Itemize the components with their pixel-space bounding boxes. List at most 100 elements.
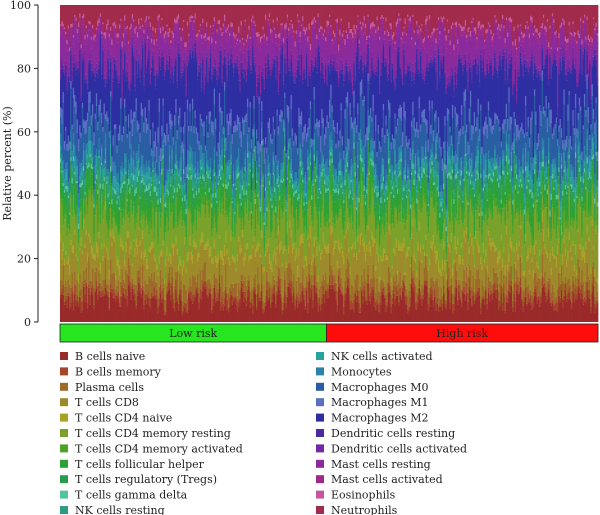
bar-segment bbox=[341, 186, 344, 193]
bar-segment bbox=[299, 41, 302, 72]
bar-segment bbox=[209, 247, 212, 256]
bar-segment bbox=[202, 283, 204, 292]
bar-segment bbox=[307, 85, 309, 87]
bar-segment bbox=[225, 184, 227, 189]
bar-segment bbox=[75, 253, 78, 257]
bar-segment bbox=[165, 34, 167, 41]
bar-segment bbox=[213, 104, 216, 148]
bar-segment bbox=[168, 123, 171, 146]
bar-segment bbox=[76, 32, 79, 39]
bar-segment bbox=[314, 163, 317, 168]
bar-segment bbox=[170, 114, 172, 129]
bar-segment bbox=[322, 185, 325, 195]
bar-segment bbox=[113, 292, 116, 299]
bar-segment bbox=[299, 166, 302, 184]
bar-segment bbox=[102, 169, 104, 177]
bar-segment bbox=[84, 134, 86, 173]
bar-segment bbox=[209, 283, 212, 289]
bar-segment bbox=[126, 231, 129, 239]
bar-segment bbox=[193, 57, 195, 62]
bar-segment bbox=[70, 24, 72, 28]
bar-segment bbox=[266, 44, 268, 67]
bar-segment bbox=[230, 164, 232, 176]
bar-segment bbox=[276, 161, 279, 167]
bar-segment bbox=[249, 102, 252, 108]
bar-segment bbox=[86, 181, 89, 206]
bar-segment bbox=[159, 218, 162, 228]
bar-segment bbox=[175, 23, 177, 28]
bar-segment bbox=[222, 264, 225, 292]
bar-segment bbox=[332, 60, 335, 65]
bar-segment bbox=[170, 128, 172, 172]
bar-segment bbox=[98, 60, 101, 65]
bar-segment bbox=[95, 5, 98, 28]
bar-segment bbox=[134, 33, 136, 45]
bar-segment bbox=[103, 196, 106, 206]
bar-segment bbox=[325, 227, 327, 247]
bar-segment bbox=[67, 33, 70, 67]
bar-segment bbox=[193, 20, 195, 23]
bar-segment bbox=[268, 66, 271, 70]
bar-segment bbox=[316, 175, 318, 178]
bar-segment bbox=[108, 209, 111, 221]
bar-segment bbox=[240, 25, 243, 35]
bar-segment bbox=[247, 169, 249, 192]
bar-segment bbox=[230, 154, 232, 159]
bar-segment bbox=[273, 179, 276, 188]
bar-segment bbox=[75, 285, 78, 300]
bar-segment bbox=[238, 195, 240, 205]
bar-segment bbox=[345, 97, 348, 103]
bar-segment bbox=[145, 16, 148, 21]
bar-segment bbox=[74, 145, 76, 159]
bar-segment bbox=[308, 172, 311, 178]
bar-segment bbox=[349, 294, 352, 302]
bar-segment bbox=[254, 210, 257, 230]
bar-segment bbox=[255, 306, 258, 310]
bar-segment bbox=[280, 23, 282, 26]
bar-segment bbox=[340, 158, 343, 172]
bar-segment bbox=[171, 125, 174, 146]
bar-segment bbox=[240, 131, 243, 147]
bar-segment bbox=[245, 214, 248, 245]
bar-segment bbox=[81, 310, 84, 322]
bar-segment bbox=[266, 243, 268, 253]
bar-segment bbox=[81, 103, 84, 108]
bar-segment bbox=[311, 181, 313, 186]
bar-segment bbox=[341, 223, 344, 229]
bar-segment bbox=[343, 202, 345, 217]
bar-segment bbox=[111, 228, 113, 243]
bar-segment bbox=[65, 215, 67, 252]
bar-segment bbox=[250, 255, 253, 259]
bar-segment bbox=[154, 281, 157, 295]
bar-segment bbox=[209, 293, 212, 322]
bar-segment bbox=[298, 54, 300, 60]
bar-segment bbox=[305, 141, 308, 182]
bar-segment bbox=[247, 106, 249, 135]
bar-segment bbox=[68, 212, 71, 215]
bar-segment bbox=[186, 5, 189, 22]
bar-segment bbox=[272, 260, 275, 276]
bar-segment bbox=[134, 111, 136, 118]
bar-segment bbox=[80, 5, 83, 45]
bar-segment bbox=[307, 37, 309, 42]
bar-segment bbox=[74, 167, 76, 173]
bar-segment bbox=[113, 273, 116, 293]
bar-segment bbox=[348, 22, 350, 28]
bar-segment bbox=[135, 213, 138, 224]
bar-segment bbox=[189, 170, 192, 179]
bar-segment bbox=[236, 260, 239, 296]
bar-segment bbox=[195, 172, 198, 179]
bar-segment bbox=[239, 42, 241, 51]
bar-segment bbox=[161, 157, 163, 160]
bar-segment bbox=[168, 255, 171, 267]
bar-segment bbox=[316, 38, 318, 50]
bar-segment bbox=[80, 183, 83, 188]
bar-segment bbox=[135, 177, 138, 188]
bar-segment bbox=[156, 146, 158, 163]
bar-segment bbox=[191, 222, 194, 235]
bar-segment bbox=[277, 37, 280, 45]
bar-segment bbox=[99, 263, 102, 274]
bar-segment bbox=[253, 130, 256, 140]
bar-segment bbox=[214, 302, 217, 322]
bar-segment bbox=[250, 230, 253, 256]
